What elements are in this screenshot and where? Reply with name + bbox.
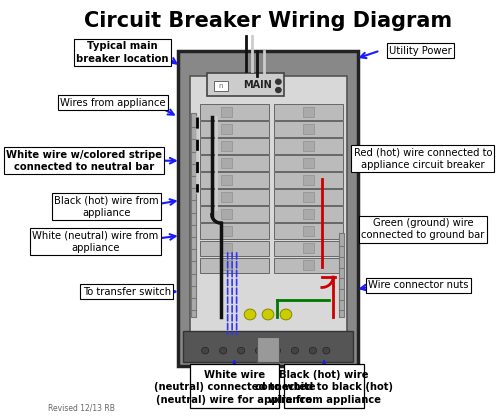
FancyBboxPatch shape [274,155,343,171]
Circle shape [322,347,329,354]
FancyBboxPatch shape [220,192,231,202]
FancyBboxPatch shape [220,175,231,185]
Text: White wire
(neutral) connected to white
(neutral) wire for appliance: White wire (neutral) connected to white … [153,370,315,404]
FancyBboxPatch shape [220,261,231,270]
Circle shape [309,347,316,354]
FancyBboxPatch shape [214,81,227,91]
Circle shape [275,88,281,93]
FancyBboxPatch shape [199,241,269,256]
FancyBboxPatch shape [303,107,314,117]
Text: Typical main
breaker location: Typical main breaker location [76,41,168,64]
FancyBboxPatch shape [199,172,269,188]
Text: Utility Power: Utility Power [388,45,451,55]
Text: Wire connector nuts: Wire connector nuts [367,280,467,290]
FancyBboxPatch shape [182,331,353,362]
Text: Black (hot) wire from
appliance: Black (hot) wire from appliance [54,195,158,218]
FancyBboxPatch shape [274,241,343,256]
Text: n: n [218,83,223,89]
Circle shape [273,347,280,354]
FancyBboxPatch shape [220,107,231,117]
FancyBboxPatch shape [274,172,343,188]
FancyBboxPatch shape [303,226,314,236]
Circle shape [255,347,262,354]
FancyBboxPatch shape [220,209,231,219]
Text: White (neutral) wire from
appliance: White (neutral) wire from appliance [32,231,158,253]
Circle shape [237,347,244,354]
FancyBboxPatch shape [199,189,269,205]
FancyBboxPatch shape [190,113,196,317]
Circle shape [291,347,298,354]
FancyBboxPatch shape [220,141,231,151]
FancyBboxPatch shape [199,206,269,222]
Text: Wires from appliance: Wires from appliance [60,98,166,108]
FancyBboxPatch shape [283,364,364,408]
FancyBboxPatch shape [303,192,314,202]
Circle shape [280,309,291,320]
FancyBboxPatch shape [274,138,343,153]
FancyBboxPatch shape [199,138,269,153]
Circle shape [275,79,281,84]
Text: Red (hot) wire connected to
appliance circuit breaker: Red (hot) wire connected to appliance ci… [353,148,491,170]
FancyBboxPatch shape [274,258,343,273]
Text: Circuit Breaker Wiring Diagram: Circuit Breaker Wiring Diagram [84,11,451,31]
FancyBboxPatch shape [189,364,279,408]
FancyBboxPatch shape [274,224,343,239]
Text: To transfer switch: To transfer switch [83,286,170,296]
FancyBboxPatch shape [303,209,314,219]
FancyBboxPatch shape [303,175,314,185]
Circle shape [201,347,208,354]
Text: Green (ground) wire
connected to ground bar: Green (ground) wire connected to ground … [360,218,483,241]
FancyBboxPatch shape [207,73,283,96]
FancyBboxPatch shape [189,75,346,348]
FancyBboxPatch shape [303,141,314,151]
FancyBboxPatch shape [338,234,344,317]
FancyBboxPatch shape [274,206,343,222]
FancyBboxPatch shape [178,50,357,367]
FancyBboxPatch shape [303,124,314,134]
FancyBboxPatch shape [220,124,231,134]
Circle shape [244,309,256,320]
FancyBboxPatch shape [274,189,343,205]
FancyBboxPatch shape [257,337,279,362]
FancyBboxPatch shape [199,121,269,137]
FancyBboxPatch shape [199,258,269,273]
FancyBboxPatch shape [199,104,269,120]
FancyBboxPatch shape [220,158,231,168]
FancyBboxPatch shape [274,121,343,137]
FancyBboxPatch shape [303,158,314,168]
FancyBboxPatch shape [303,244,314,253]
FancyBboxPatch shape [274,104,343,120]
FancyBboxPatch shape [199,155,269,171]
FancyBboxPatch shape [199,224,269,239]
FancyBboxPatch shape [220,244,231,253]
Text: Black (hot) wire
connected to black (hot)
wire from appliance: Black (hot) wire connected to black (hot… [255,370,392,404]
FancyBboxPatch shape [220,226,231,236]
Text: MAIN: MAIN [242,80,271,90]
Circle shape [262,309,274,320]
Circle shape [219,347,226,354]
Text: Revised 12/13 RB: Revised 12/13 RB [48,403,115,412]
FancyBboxPatch shape [303,261,314,270]
Text: White wire w/colored stripe
connected to neutral bar: White wire w/colored stripe connected to… [6,150,162,172]
